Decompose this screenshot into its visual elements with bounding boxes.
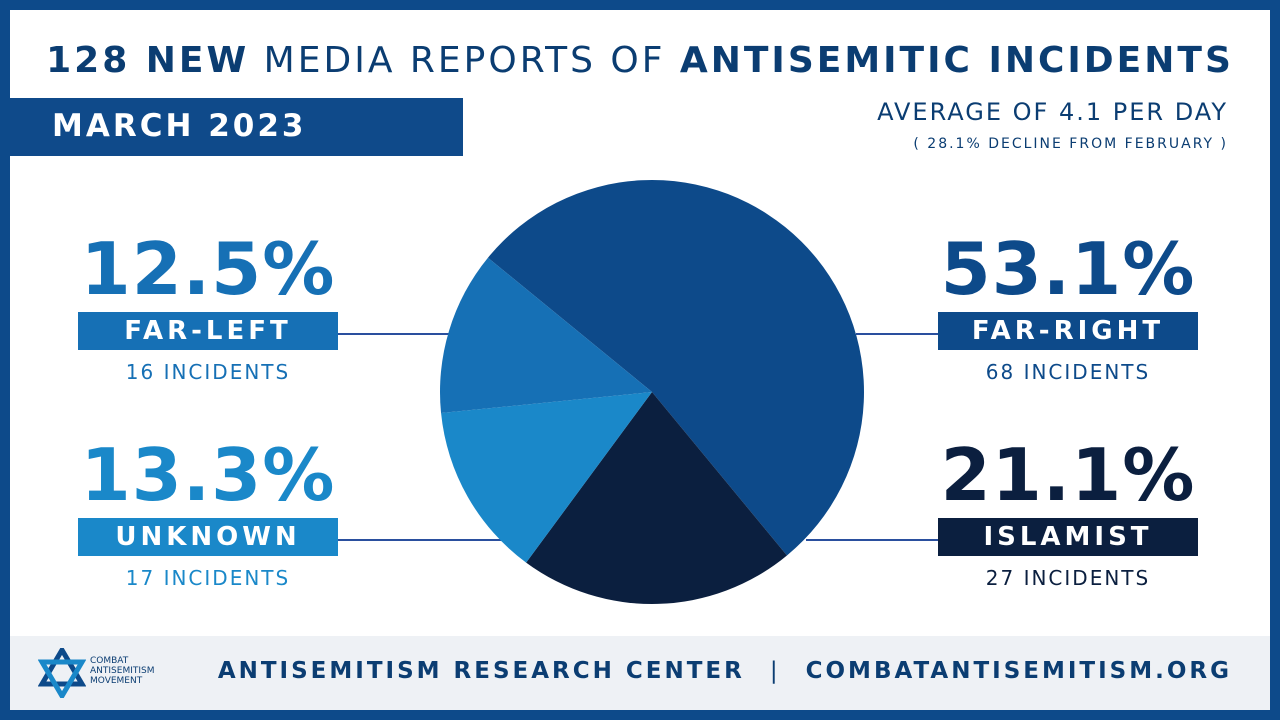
headline-topic: ANTISEMITIC INCIDENTS — [679, 40, 1234, 81]
footer-credits: ANTISEMITISM RESEARCH CENTER | COMBATANT… — [0, 658, 1232, 684]
pie-slice-far-right — [487, 180, 864, 556]
far-left-label: FAR-LEFT — [78, 312, 338, 350]
decline-note: ( 28.1% DECLINE FROM FEBRUARY ) — [913, 136, 1228, 152]
unknown-label: UNKNOWN — [78, 518, 338, 556]
stat-unknown: 13.3% UNKNOWN 17 INCIDENTS — [78, 432, 338, 590]
headline-middle: MEDIA REPORTS OF — [263, 40, 666, 81]
pie-chart — [440, 180, 864, 604]
far-left-count: 16 INCIDENTS — [125, 360, 291, 384]
star-of-david-logo-icon — [38, 648, 86, 698]
unknown-percent: 13.3% — [80, 433, 336, 517]
unknown-connector — [338, 539, 504, 541]
islamist-percent: 21.1% — [940, 433, 1196, 517]
footer-separator: | — [769, 658, 781, 684]
average-per-day: AVERAGE OF 4.1 PER DAY — [877, 98, 1228, 126]
logo-line-3: MOVEMENT — [90, 676, 143, 686]
pie-slice-islamist — [526, 392, 787, 604]
month-band — [10, 98, 463, 156]
pie-slice-far-left — [440, 257, 652, 414]
stat-islamist: 21.1% ISLAMIST 27 INCIDENTS — [938, 432, 1198, 590]
islamist-connector — [806, 539, 938, 541]
footer-org: ANTISEMITISM RESEARCH CENTER — [217, 658, 745, 684]
logo-text: COMBAT ANTISEMITISM MOVEMENT — [90, 656, 155, 686]
headline-count: 128 NEW — [46, 40, 250, 81]
pie-slice-unknown — [441, 392, 652, 563]
stat-far-right: 53.1% FAR-RIGHT 68 INCIDENTS — [938, 226, 1198, 384]
logo-line-2: ANTISEMITISM — [90, 666, 155, 676]
far-right-percent: 53.1% — [940, 227, 1196, 311]
logo-line-1: COMBAT — [90, 656, 129, 666]
unknown-count: 17 INCIDENTS — [125, 566, 291, 590]
islamist-label: ISLAMIST — [938, 518, 1198, 556]
far-left-percent: 12.5% — [80, 227, 336, 311]
footer-bar — [10, 636, 1270, 710]
headline: 128 NEW MEDIA REPORTS OF ANTISEMITIC INC… — [0, 40, 1280, 81]
far-right-label: FAR-RIGHT — [938, 312, 1198, 350]
stat-far-left: 12.5% FAR-LEFT 16 INCIDENTS — [78, 226, 338, 384]
far-left-connector — [338, 333, 452, 335]
islamist-count: 27 INCIDENTS — [985, 566, 1151, 590]
month-label: MARCH 2023 — [52, 108, 307, 144]
far-right-count: 68 INCIDENTS — [985, 360, 1151, 384]
far-right-connector — [856, 333, 938, 335]
footer-website-link[interactable]: COMBATANTISEMITISM.ORG — [805, 658, 1232, 684]
